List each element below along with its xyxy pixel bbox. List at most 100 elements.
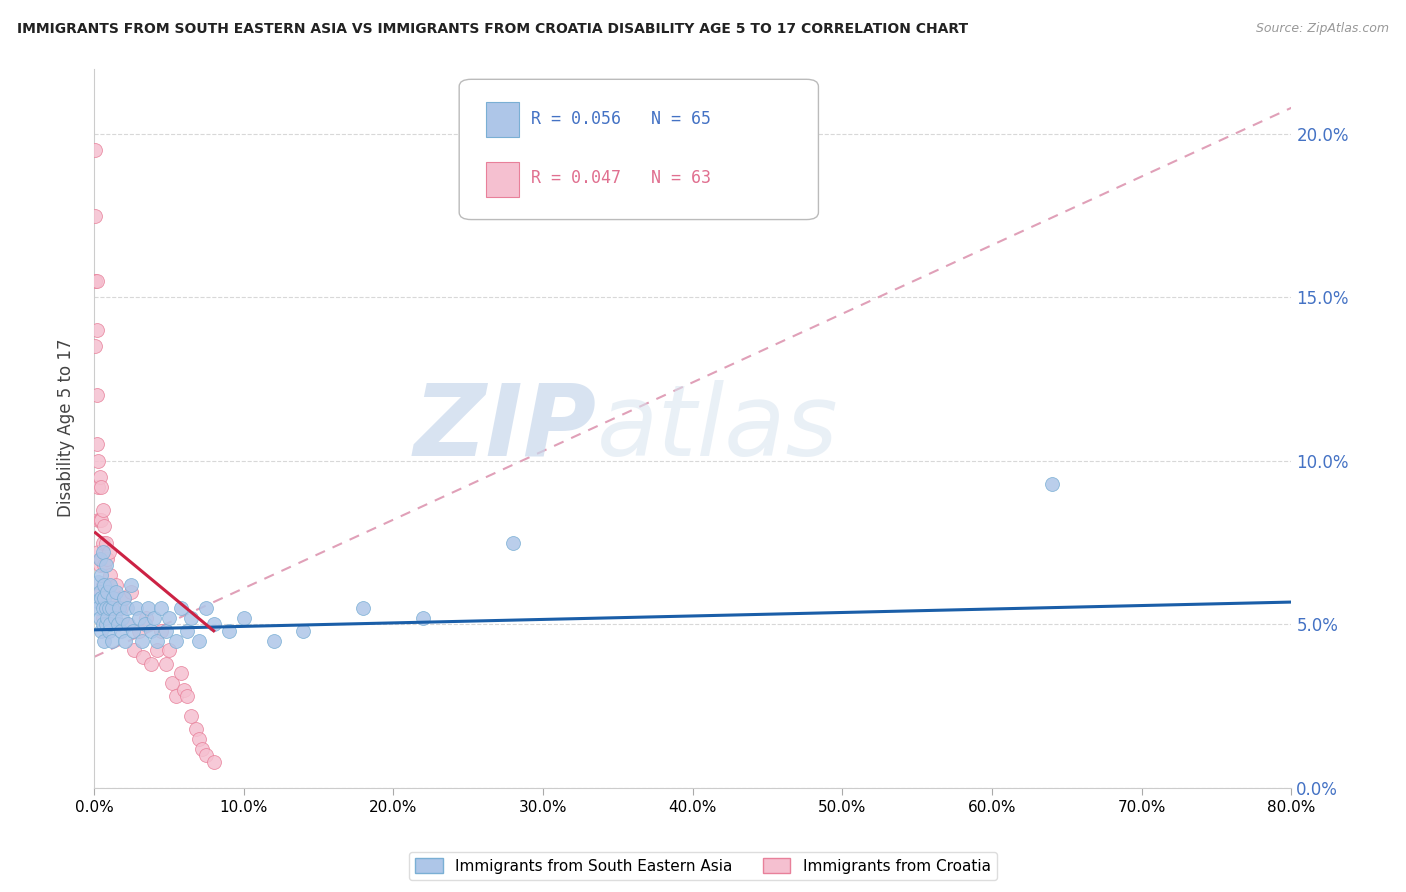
Point <box>87 545 110 559</box>
Point <box>87 454 110 468</box>
Point <box>150 601 173 615</box>
Point <box>176 624 198 638</box>
Point <box>202 617 225 632</box>
Point <box>135 611 157 625</box>
Text: IMMIGRANTS FROM SOUTH EASTERN ASIA VS IMMIGRANTS FROM CROATIA DISABILITY AGE 5 T: IMMIGRANTS FROM SOUTH EASTERN ASIA VS IM… <box>17 22 967 37</box>
Point <box>91 503 114 517</box>
Point <box>87 601 110 615</box>
Point <box>292 624 315 638</box>
Point <box>160 676 183 690</box>
Point <box>128 611 150 625</box>
Point <box>131 633 153 648</box>
Point <box>86 274 108 288</box>
Point <box>91 535 114 549</box>
Point <box>124 643 146 657</box>
Point <box>94 535 117 549</box>
Point <box>94 558 117 573</box>
Point <box>125 601 148 615</box>
Point <box>100 568 122 582</box>
Point <box>96 591 118 606</box>
Point <box>90 591 112 606</box>
Point <box>103 591 125 606</box>
Point <box>263 633 285 648</box>
Point <box>104 601 127 615</box>
Point <box>150 624 173 638</box>
Point <box>142 611 165 625</box>
Text: R = 0.056   N = 65: R = 0.056 N = 65 <box>531 110 711 128</box>
Point <box>101 584 124 599</box>
Point <box>180 709 202 723</box>
Point <box>202 755 225 769</box>
Point <box>184 722 207 736</box>
FancyBboxPatch shape <box>485 162 519 196</box>
Point <box>115 601 138 615</box>
Point <box>115 617 138 632</box>
Point <box>84 209 107 223</box>
Text: atlas: atlas <box>598 380 838 476</box>
Point <box>91 611 114 625</box>
Point <box>86 388 108 402</box>
Point <box>96 552 118 566</box>
Point <box>352 601 374 615</box>
Point <box>1040 476 1063 491</box>
Point <box>87 574 110 589</box>
Text: R = 0.047   N = 63: R = 0.047 N = 63 <box>531 169 711 186</box>
Point <box>146 643 169 657</box>
Point <box>90 513 112 527</box>
Point <box>97 624 120 638</box>
Point <box>97 545 120 559</box>
Point <box>136 601 159 615</box>
Point <box>91 601 114 615</box>
Point <box>176 690 198 704</box>
Point <box>91 578 114 592</box>
Point <box>114 633 136 648</box>
Point <box>195 747 218 762</box>
Point <box>187 633 209 648</box>
Point <box>93 591 115 606</box>
Point <box>90 584 112 599</box>
Point <box>232 611 254 625</box>
Point <box>93 519 115 533</box>
Point <box>155 657 177 671</box>
Point <box>139 657 162 671</box>
Point <box>91 545 114 559</box>
Point <box>412 611 434 625</box>
Point <box>111 611 134 625</box>
Point <box>110 624 132 638</box>
Point <box>93 578 115 592</box>
Point <box>84 143 107 157</box>
Point <box>97 584 120 599</box>
Point <box>90 624 112 638</box>
Text: Source: ZipAtlas.com: Source: ZipAtlas.com <box>1256 22 1389 36</box>
Point <box>180 611 202 625</box>
Point <box>105 578 128 592</box>
Point <box>128 624 150 638</box>
Point <box>100 617 122 632</box>
Point <box>89 558 111 573</box>
Point <box>190 741 212 756</box>
Point <box>93 591 115 606</box>
Legend: Immigrants from South Eastern Asia, Immigrants from Croatia: Immigrants from South Eastern Asia, Immi… <box>409 852 997 880</box>
Point <box>146 633 169 648</box>
Point <box>89 611 111 625</box>
Point <box>117 617 139 632</box>
Point <box>89 470 111 484</box>
Point <box>100 601 122 615</box>
Point <box>173 682 195 697</box>
Point <box>96 584 118 599</box>
Y-axis label: Disability Age 5 to 17: Disability Age 5 to 17 <box>58 339 75 517</box>
Point <box>120 578 142 592</box>
Point <box>110 601 132 615</box>
Point <box>87 513 110 527</box>
Point <box>93 558 115 573</box>
Point <box>94 617 117 632</box>
Point <box>89 552 111 566</box>
Point <box>112 591 135 606</box>
Point <box>101 633 124 648</box>
Point <box>139 624 162 638</box>
Point <box>187 731 209 746</box>
Point <box>134 617 156 632</box>
Point <box>107 617 129 632</box>
Point <box>121 624 143 638</box>
Point <box>97 601 120 615</box>
